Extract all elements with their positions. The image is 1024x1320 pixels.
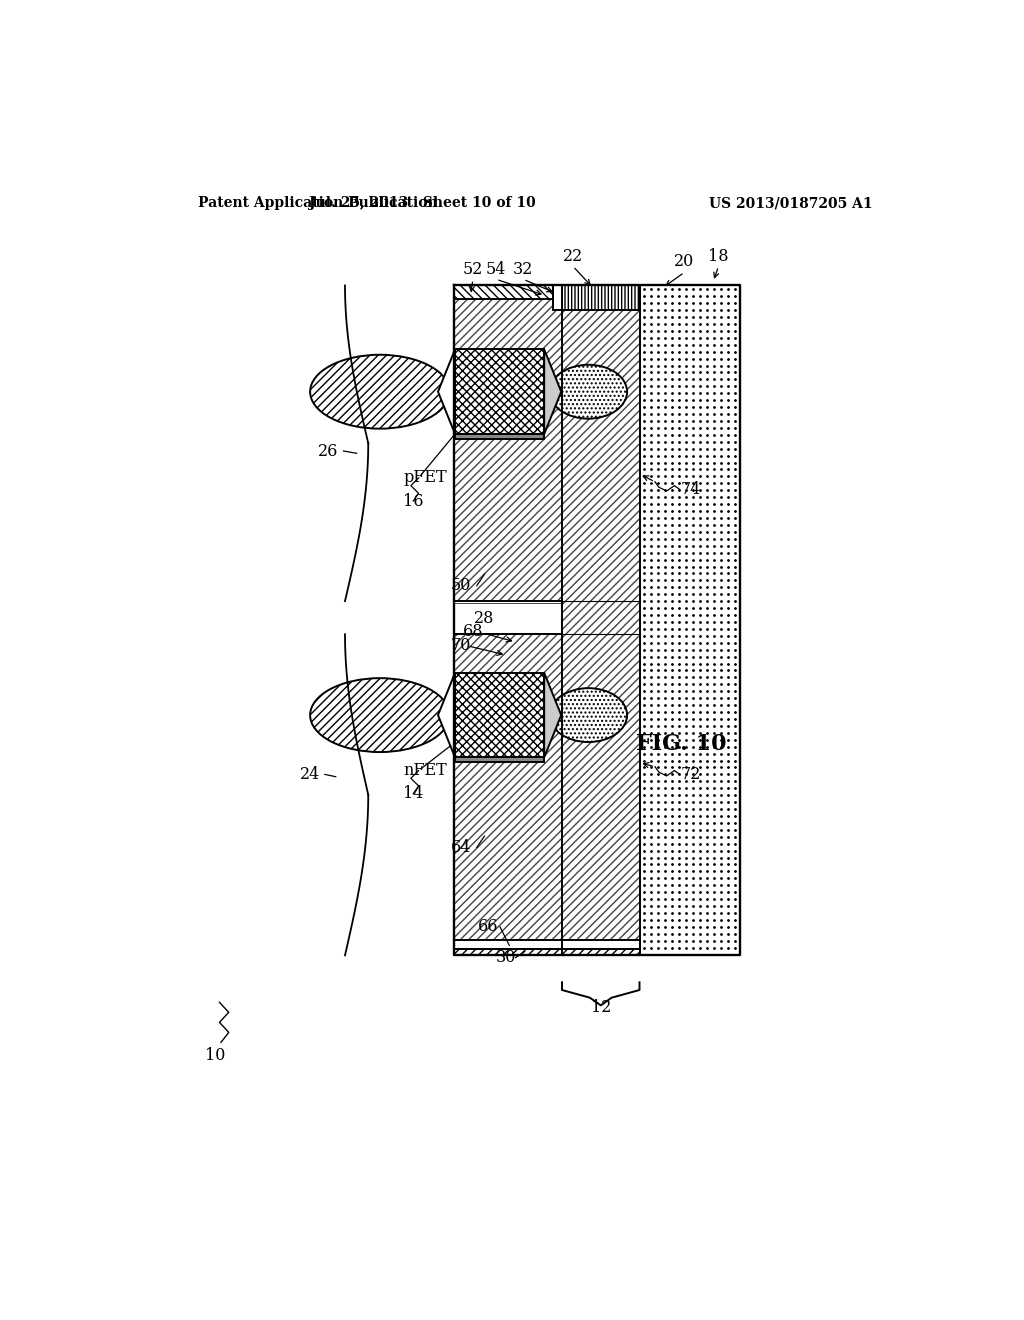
- Text: US 2013/0187205 A1: US 2013/0187205 A1: [710, 197, 872, 210]
- Ellipse shape: [310, 355, 450, 429]
- Polygon shape: [544, 673, 561, 758]
- Bar: [454, 940, 640, 949]
- Text: 74: 74: [681, 480, 701, 498]
- Bar: [454, 635, 562, 940]
- Text: 50: 50: [451, 577, 471, 594]
- Text: pFET: pFET: [403, 470, 446, 487]
- Text: 22: 22: [563, 248, 583, 264]
- Text: 26: 26: [318, 442, 339, 459]
- Bar: [455, 758, 544, 762]
- Text: 12: 12: [591, 999, 611, 1016]
- Text: 30: 30: [496, 949, 516, 966]
- Text: 24: 24: [300, 766, 321, 783]
- Bar: [553, 285, 562, 310]
- Bar: [455, 434, 544, 438]
- Text: 32: 32: [513, 261, 534, 277]
- Text: Patent Application Publication: Patent Application Publication: [198, 197, 437, 210]
- Text: 16: 16: [403, 492, 424, 510]
- Bar: [454, 285, 562, 601]
- Bar: [454, 285, 553, 300]
- Text: 52: 52: [463, 261, 483, 277]
- Text: 14: 14: [403, 785, 424, 803]
- Bar: [455, 673, 544, 758]
- Text: 64: 64: [451, 840, 471, 857]
- Text: 68: 68: [463, 623, 483, 640]
- Polygon shape: [544, 350, 561, 434]
- Bar: [455, 350, 544, 434]
- Bar: [562, 285, 640, 310]
- Bar: [562, 285, 640, 956]
- Text: 66: 66: [478, 919, 499, 936]
- Text: FIG. 10: FIG. 10: [636, 733, 726, 755]
- Text: 28: 28: [474, 610, 495, 627]
- Bar: [454, 949, 640, 956]
- Polygon shape: [438, 350, 455, 434]
- Ellipse shape: [550, 688, 627, 742]
- Polygon shape: [438, 673, 455, 758]
- Ellipse shape: [310, 678, 450, 752]
- Text: 18: 18: [709, 248, 729, 264]
- Text: 20: 20: [675, 253, 694, 271]
- Text: 72: 72: [681, 766, 701, 783]
- Ellipse shape: [550, 364, 627, 418]
- Text: 10: 10: [205, 1047, 225, 1064]
- Text: Jul. 25, 2013   Sheet 10 of 10: Jul. 25, 2013 Sheet 10 of 10: [309, 197, 536, 210]
- Text: nFET: nFET: [403, 762, 446, 779]
- Bar: [454, 601, 562, 635]
- Text: 54: 54: [486, 261, 506, 277]
- Text: 70: 70: [451, 638, 471, 655]
